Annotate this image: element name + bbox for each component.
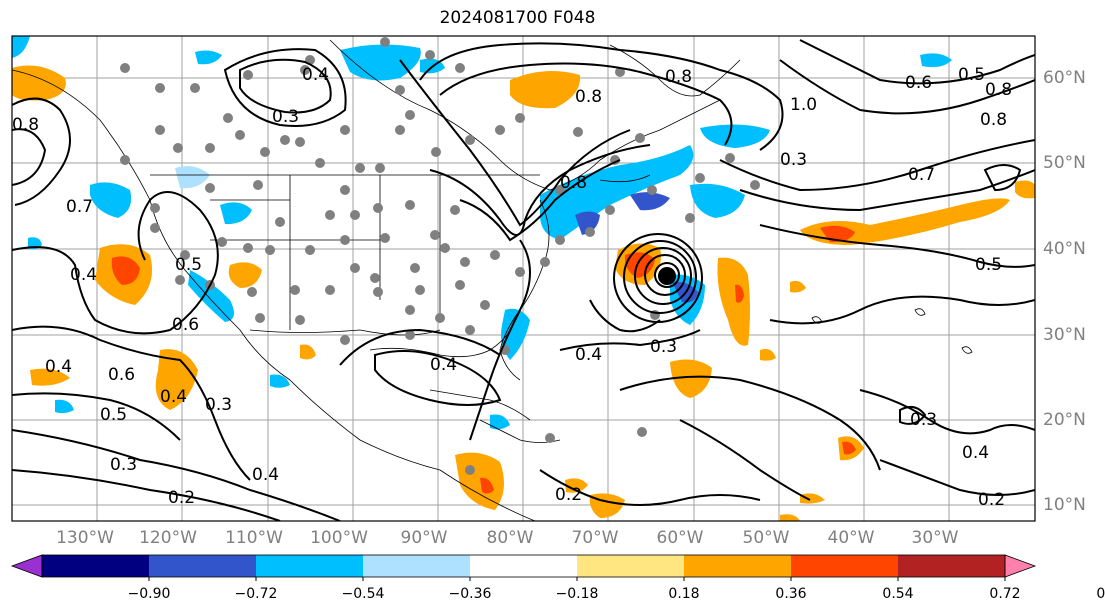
contour-label: 0.7: [908, 165, 935, 185]
contour-label: 0.2: [555, 485, 582, 505]
longitude-label: 70°W: [571, 528, 619, 548]
contour-label: 0.4: [430, 355, 457, 375]
colorbar-segment: [898, 555, 1006, 577]
contour-label: 0.4: [70, 265, 97, 285]
map-frame: [11, 35, 1036, 522]
contour-label: 0.8: [12, 115, 39, 135]
colorbar-tick-label: −0.90: [127, 586, 171, 602]
latitude-label: 40°N: [1043, 239, 1086, 259]
longitude-label: 40°W: [827, 528, 875, 548]
latitude-label: 20°N: [1043, 410, 1086, 430]
colorbar-segment: [577, 555, 685, 577]
longitude-label: 110°W: [225, 528, 283, 548]
thin-contours: [811, 308, 973, 354]
colorbar-tick-label: 0.18: [668, 586, 700, 602]
contour-label: 0.2: [978, 490, 1005, 510]
contour-label-group: 0.3 0.4 0.8 0.7 0.8 0.8 1.0 0.6 0.5 0.8 …: [12, 65, 1012, 510]
latitude-label: 60°N: [1043, 68, 1086, 88]
contour-label: 0.4: [252, 465, 279, 485]
colorbar: [10, 554, 1037, 581]
colorbar-tick-label: 0.72: [989, 586, 1021, 602]
colorbar-outline: [41, 554, 1006, 578]
latitude-label: 10°N: [1043, 495, 1086, 515]
coastlines: [12, 39, 741, 521]
longitude-label: 90°W: [400, 528, 448, 548]
longitude-label: 120°W: [139, 528, 197, 548]
contour-label: 0.8: [575, 87, 602, 107]
colorbar-tick-label: 0.54: [882, 586, 914, 602]
contour-label: 0.6: [108, 365, 135, 385]
longitude-label: 100°W: [310, 528, 368, 548]
hurricane-center-marker: [658, 267, 676, 285]
contour-label: 0.7: [66, 197, 93, 217]
contour-label: 0.8: [665, 67, 692, 87]
contour-label: 0.3: [110, 455, 137, 475]
colorbar-tick-label: 0.36: [775, 586, 807, 602]
longitude-label: 50°W: [742, 528, 790, 548]
colorbar-extend-high: [1004, 554, 1037, 578]
contour-label: 0.2: [168, 488, 195, 508]
contour-label: 0.4: [45, 357, 72, 377]
colorbar-tick-label: 0.90: [1096, 586, 1105, 602]
contour-label: 0.3: [780, 150, 807, 170]
colorbar-tick-label: −0.18: [555, 586, 599, 602]
contour-label: 0.5: [975, 255, 1002, 275]
contour-label: 0.5: [175, 255, 202, 275]
latitude-label: 50°N: [1043, 153, 1086, 173]
longitude-label: 80°W: [486, 528, 534, 548]
colorbar-tick-label: −0.36: [448, 586, 492, 602]
contour-label: 0.3: [205, 395, 232, 415]
colorbar-segment: [791, 555, 899, 577]
contour-label: 0.4: [302, 65, 329, 85]
map-title: 2024081700 F048: [439, 8, 596, 28]
contour-label: 0.8: [560, 173, 587, 193]
contour-label: 0.3: [272, 107, 299, 127]
longitude-label: 30°W: [911, 528, 959, 548]
contour-label: 0.3: [910, 410, 937, 430]
colorbar-tick-label: −0.54: [341, 586, 385, 602]
contour-label: 0.8: [985, 80, 1012, 100]
colorbar-segment: [363, 555, 471, 577]
contour-label: 1.0: [790, 95, 817, 115]
colorbar-segment: [684, 555, 792, 577]
contour-label: 0.4: [962, 443, 989, 463]
contour-label: 0.6: [172, 315, 199, 335]
colorbar-tick-label: −0.72: [234, 586, 278, 602]
colorbar-segment: [256, 555, 364, 577]
contour-label: 0.8: [980, 110, 1007, 130]
observation-stations: [120, 37, 760, 475]
colorbar-segment: [42, 555, 150, 577]
colorbar-segment: [470, 555, 578, 577]
colorbar-segment: [149, 555, 257, 577]
contour-label: 0.3: [650, 337, 677, 357]
contour-label: 0.5: [100, 405, 127, 425]
contour-label: 0.6: [905, 73, 932, 93]
longitude-label: 130°W: [56, 528, 114, 548]
longitude-label: 60°W: [656, 528, 704, 548]
contour-label: 0.4: [160, 387, 187, 407]
latitude-label: 30°N: [1043, 325, 1086, 345]
contour-label: 0.5: [958, 65, 985, 85]
contour-label: 0.4: [575, 345, 602, 365]
colorbar-extend-low: [10, 554, 43, 578]
contour-lines: [12, 39, 1035, 521]
